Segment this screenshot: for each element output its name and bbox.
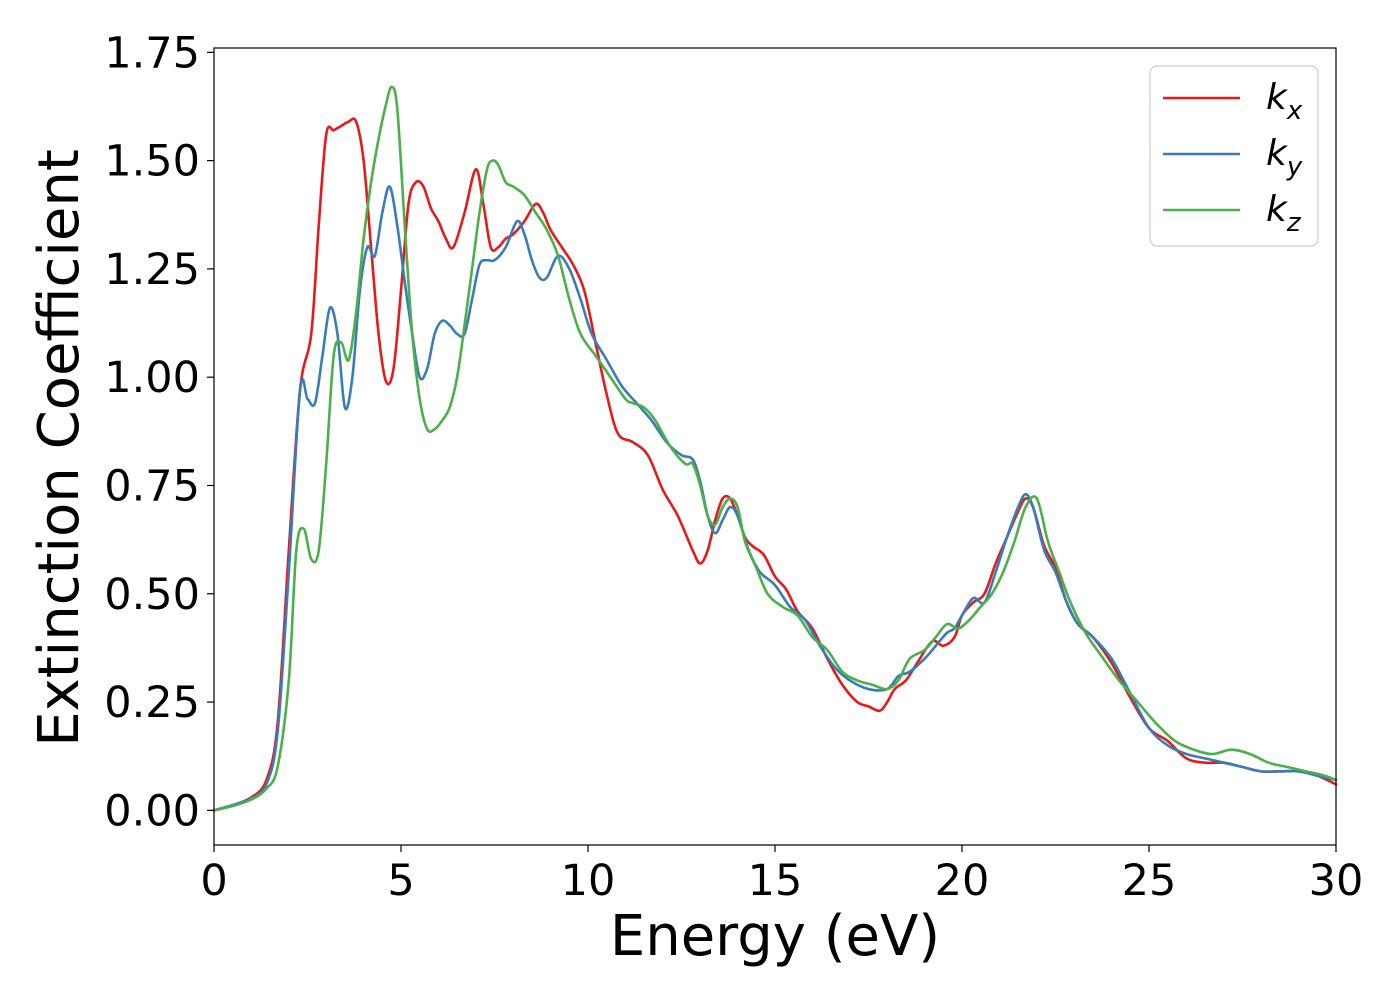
legend-box <box>1149 65 1319 247</box>
y-tick-label: 0.00 <box>104 786 200 836</box>
x-tick-label: 10 <box>561 856 616 906</box>
legend-label-z: kz <box>1266 189 1302 238</box>
y-axis-title: Extinction Coefficient <box>27 149 92 747</box>
y-tick-label: 0.50 <box>104 570 200 620</box>
legend-label-y: ky <box>1266 133 1303 182</box>
series-line-y <box>212 185 1338 812</box>
y-tick-label: 0.25 <box>104 678 200 728</box>
y-tick-label: 1.25 <box>104 245 200 295</box>
series-line-z <box>212 85 1338 812</box>
y-tick-label: 0.75 <box>104 461 200 511</box>
x-tick-label: 15 <box>748 856 803 906</box>
legend: kx ky kz <box>1149 65 1319 247</box>
x-tick-label: 25 <box>1122 856 1177 906</box>
x-axis-title: Energy (eV) <box>610 904 940 969</box>
x-tick-label: 5 <box>387 856 414 906</box>
y-tick-label: 1.75 <box>104 28 200 78</box>
plot-lines <box>212 85 1338 812</box>
x-tick-label: 30 <box>1309 856 1364 906</box>
x-tick-label: 0 <box>200 856 227 906</box>
y-tick-label: 1.50 <box>104 137 200 187</box>
y-axis: 0.00 0.25 0.50 0.75 1.00 1.25 1.50 1.75 <box>104 28 214 836</box>
x-axis: 0 5 10 15 20 25 30 <box>200 845 1363 906</box>
legend-label-x: kx <box>1266 77 1303 126</box>
y-tick-label: 1.00 <box>104 353 200 403</box>
x-tick-label: 20 <box>935 856 990 906</box>
